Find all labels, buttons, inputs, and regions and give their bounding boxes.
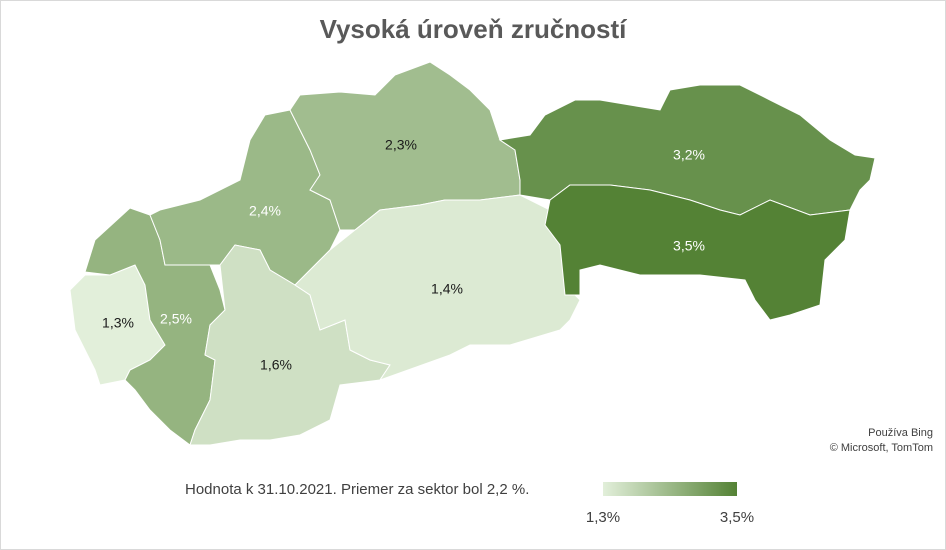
attribution: © Microsoft, TomTom [830,442,933,454]
legend-gradient [603,482,737,496]
value-label: 2,4% [249,203,281,219]
region [294,194,581,381]
chart-title: Vysoká úroveň zručností [320,14,628,44]
value-label: 1,4% [431,281,463,297]
value-label: 3,5% [673,238,705,254]
value-label: 2,3% [385,137,417,153]
value-label: 2,5% [160,311,192,327]
legend-min: 1,3% [586,509,620,526]
region [544,184,851,321]
legend-max: 3,5% [720,509,754,526]
value-label: 1,3% [102,315,134,331]
note: Hodnota k 31.10.2021. Priemer za sektor … [185,481,529,498]
attribution: Používa Bing [868,427,933,439]
value-label: 1,6% [260,357,292,373]
value-label: 3,2% [673,147,705,163]
